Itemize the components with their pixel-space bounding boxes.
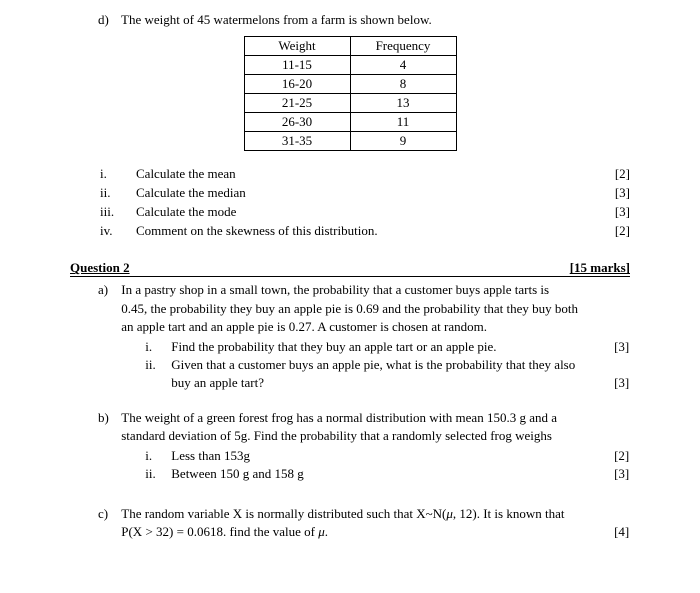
cell-weight: 16-20 (244, 75, 350, 94)
table-row: 11-15 4 (244, 56, 456, 75)
inner-mark: [3] (597, 374, 629, 392)
inner-num: i. (145, 338, 171, 356)
line-part: . (325, 524, 328, 539)
subpart-mark: [2] (598, 165, 630, 184)
line-part: P(X > 32) = 0.0618. find the value of (121, 524, 318, 539)
subpart-row: iii. Calculate the mode [3] (100, 203, 630, 222)
table-row: 21-25 13 (244, 94, 456, 113)
line-part: The random variable X is normally distri… (121, 506, 446, 521)
line: In a pastry shop in a small town, the pr… (121, 282, 549, 297)
line: 0.45, the probability they buy an apple … (121, 301, 578, 316)
page: d) The weight of 45 watermelons from a f… (0, 0, 700, 542)
subpart-row: iv. Comment on the skewness of this dist… (100, 222, 630, 241)
inner-num: ii. (145, 465, 171, 483)
inner-mark: [3] (597, 465, 629, 483)
inner-row: i. Less than 153g [2] (145, 447, 629, 465)
part-label: b) (98, 409, 118, 427)
cell-weight: 21-25 (244, 94, 350, 113)
question-title: Question 2 (70, 260, 130, 276)
inner-row: ii. Between 150 g and 158 g [3] (145, 465, 629, 483)
subpart-num: iii. (100, 203, 136, 222)
subpart-mark: [3] (598, 184, 630, 203)
subpart-num: ii. (100, 184, 136, 203)
inner-subparts: i. Find the probability that they buy an… (145, 338, 629, 393)
part-body: The random variable X is normally distri… (121, 505, 629, 541)
line: an apple tart and an apple pie is 0.27. … (121, 319, 487, 334)
subpart-text: Calculate the mean (136, 165, 598, 184)
header-weight: Weight (244, 37, 350, 56)
flex-line: P(X > 32) = 0.0618. find the value of μ.… (121, 523, 629, 541)
part-d-subparts: i. Calculate the mean [2] ii. Calculate … (100, 165, 630, 240)
subpart-mark: [3] (598, 203, 630, 222)
cell-freq: 9 (350, 132, 456, 151)
table-row: 31-35 9 (244, 132, 456, 151)
line: The weight of a green forest frog has a … (121, 410, 557, 425)
flex-line: buy an apple tart? [3] (171, 374, 629, 392)
subpart-num: i. (100, 165, 136, 184)
inner-mark: [2] (597, 447, 629, 465)
table-row: 16-20 8 (244, 75, 456, 94)
cell-weight: 26-30 (244, 113, 350, 132)
inner-text: Find the probability that they buy an ap… (171, 338, 597, 356)
part-body: The weight of a green forest frog has a … (121, 409, 629, 484)
line-part: , 12). It is known that (453, 506, 565, 521)
frequency-table: Weight Frequency 11-15 4 16-20 8 21-25 1… (244, 36, 457, 151)
line: P(X > 32) = 0.0618. find the value of μ. (121, 523, 597, 541)
q2-part-a: a) In a pastry shop in a small town, the… (98, 281, 630, 392)
inner-text: Given that a customer buys an apple pie,… (171, 356, 629, 392)
table-row: Weight Frequency (244, 37, 456, 56)
inner-subparts: i. Less than 153g [2] ii. Between 150 g … (145, 447, 629, 483)
subpart-text: Comment on the skewness of this distribu… (136, 222, 598, 241)
line: standard deviation of 5g. Find the proba… (121, 428, 552, 443)
table-row: 26-30 11 (244, 113, 456, 132)
cell-freq: 11 (350, 113, 456, 132)
cell-weight: 11-15 (244, 56, 350, 75)
part-label: c) (98, 505, 118, 523)
q2-part-b: b) The weight of a green forest frog has… (98, 409, 630, 484)
inner-text: Between 150 g and 158 g (171, 465, 597, 483)
cell-freq: 8 (350, 75, 456, 94)
part-body: In a pastry shop in a small town, the pr… (121, 281, 629, 392)
q2-part-c: c) The random variable X is normally dis… (98, 505, 630, 541)
inner-mark: [4] (597, 523, 629, 541)
inner-text: Less than 153g (171, 447, 597, 465)
subpart-text: Calculate the median (136, 184, 598, 203)
inner-mark: [3] (597, 338, 629, 356)
subpart-row: ii. Calculate the median [3] (100, 184, 630, 203)
part-d-intro: d) The weight of 45 watermelons from a f… (98, 12, 630, 28)
cell-freq: 4 (350, 56, 456, 75)
cell-freq: 13 (350, 94, 456, 113)
question-2-header: Question 2 [15 marks] (70, 260, 630, 277)
subpart-mark: [2] (598, 222, 630, 241)
line: Given that a customer buys an apple pie,… (171, 357, 575, 372)
inner-row: i. Find the probability that they buy an… (145, 338, 629, 356)
subpart-row: i. Calculate the mean [2] (100, 165, 630, 184)
header-frequency: Frequency (350, 37, 456, 56)
subpart-text: Calculate the mode (136, 203, 598, 222)
part-d-text: The weight of 45 watermelons from a farm… (121, 12, 432, 27)
inner-num: i. (145, 447, 171, 465)
subpart-num: iv. (100, 222, 136, 241)
inner-row: ii. Given that a customer buys an apple … (145, 356, 629, 392)
inner-num: ii. (145, 356, 171, 392)
question-marks: [15 marks] (570, 260, 630, 276)
line: buy an apple tart? (171, 374, 597, 392)
cell-weight: 31-35 (244, 132, 350, 151)
part-d-label: d) (98, 12, 118, 28)
part-label: a) (98, 281, 118, 299)
